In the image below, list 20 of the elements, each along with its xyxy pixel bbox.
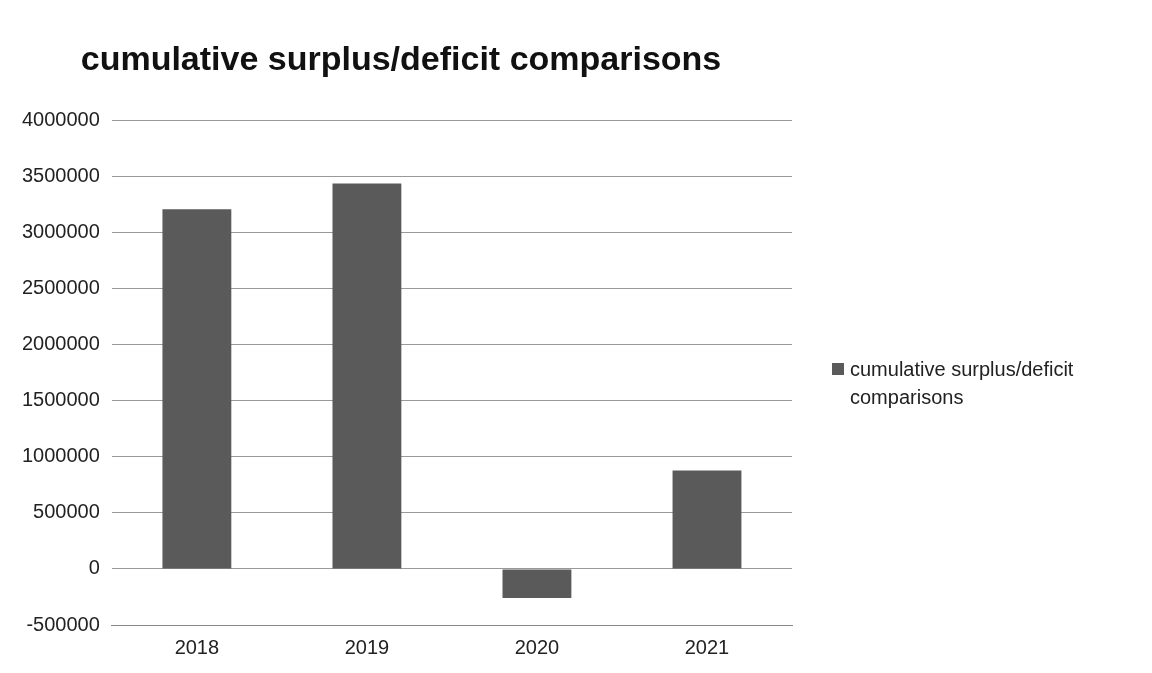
x-tick-label: 2021 bbox=[684, 635, 730, 658]
x-tick-label: 2020 bbox=[514, 635, 560, 658]
chart-title: cumulative surplus/deficit comparisons bbox=[80, 38, 722, 77]
y-tick-label: 3500000 bbox=[21, 164, 100, 187]
x-tick-label: 2019 bbox=[344, 635, 390, 658]
y-tick-label: 4000000 bbox=[21, 108, 100, 131]
bar bbox=[672, 470, 742, 569]
y-tick-label: 1500000 bbox=[21, 388, 100, 411]
bar bbox=[162, 209, 232, 569]
y-tick-label: 3000000 bbox=[21, 220, 100, 243]
y-tick-label: 500000 bbox=[33, 500, 100, 523]
y-tick-label: 2000000 bbox=[21, 332, 100, 355]
legend-label: cumulative surplus/deficit comparisons bbox=[850, 357, 1075, 410]
x-tick-label: 2018 bbox=[174, 635, 220, 658]
y-tick-label: 1000000 bbox=[21, 444, 100, 467]
y-tick-label: 2500000 bbox=[21, 276, 100, 299]
bar bbox=[502, 569, 572, 599]
bar bbox=[332, 183, 402, 569]
y-tick-label: -500000 bbox=[26, 612, 100, 635]
y-tick-label: 0 bbox=[88, 556, 100, 579]
